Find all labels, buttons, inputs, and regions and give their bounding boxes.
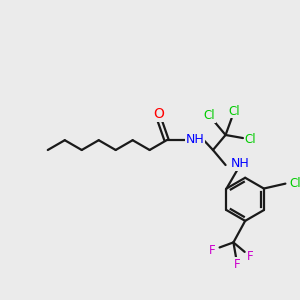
Text: Cl: Cl: [245, 133, 256, 146]
Text: O: O: [153, 107, 164, 121]
Text: Cl: Cl: [229, 104, 240, 118]
Text: F: F: [234, 258, 241, 271]
Text: Cl: Cl: [203, 109, 215, 122]
Text: NH: NH: [186, 133, 204, 146]
Text: Cl: Cl: [290, 177, 300, 190]
Text: NH: NH: [231, 157, 250, 169]
Text: F: F: [209, 244, 215, 256]
Text: F: F: [248, 250, 254, 263]
